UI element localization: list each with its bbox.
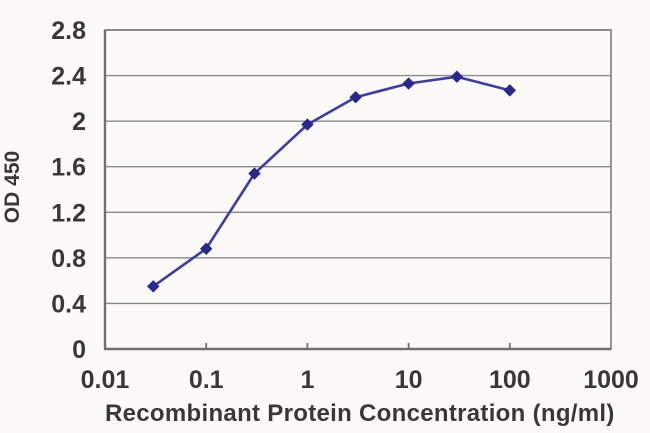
data-point-marker xyxy=(147,280,160,293)
x-tick-label: 0.1 xyxy=(189,366,224,394)
x-axis-title: Recombinant Protein Concentration (ng/ml… xyxy=(105,400,615,427)
y-axis-title: OD 450 xyxy=(1,150,24,224)
x-tick-label: 1000 xyxy=(583,366,639,394)
series-line xyxy=(152,75,512,288)
y-tick-label: 0.8 xyxy=(51,245,86,273)
plot-frame xyxy=(104,29,612,350)
y-tick-label: 2.8 xyxy=(51,17,86,45)
x-tick-label: 1 xyxy=(300,366,314,394)
data-point-marker xyxy=(450,70,464,83)
y-tick-label: 1.2 xyxy=(51,199,86,227)
data-point-marker xyxy=(402,77,415,90)
y-tick-label: 2 xyxy=(72,108,86,136)
y-tick-label: 1.6 xyxy=(51,154,86,182)
x-tick-label: 100 xyxy=(489,366,531,394)
x-tick-label: 0.01 xyxy=(81,366,130,394)
data-point-marker xyxy=(301,118,314,131)
data-point-marker xyxy=(349,91,362,104)
y-tick-label: 0.4 xyxy=(51,290,86,318)
x-tick-label: 10 xyxy=(395,366,423,394)
y-tick-label: 2.4 xyxy=(51,63,86,91)
data-point-marker xyxy=(503,84,517,97)
data-point-marker xyxy=(248,167,261,180)
data-point-marker xyxy=(199,242,213,255)
y-tick-label: 0 xyxy=(72,336,86,364)
